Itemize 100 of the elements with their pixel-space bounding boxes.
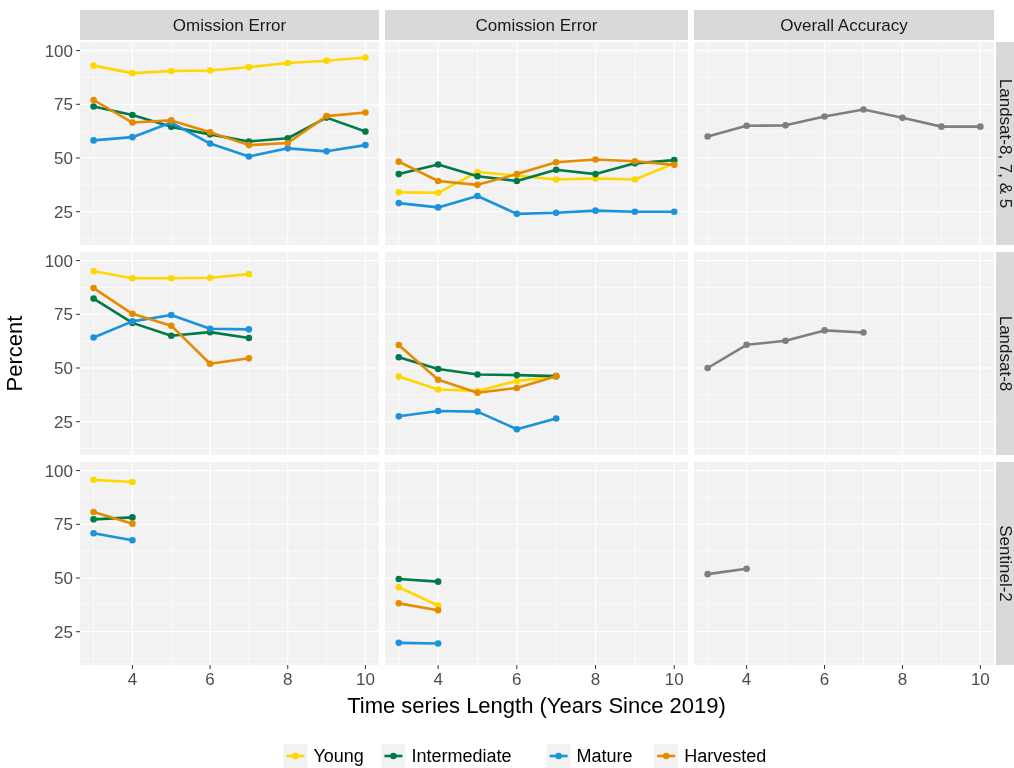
y-tick-label: 50 [54, 358, 73, 378]
point [90, 516, 97, 523]
legend-label: Mature [576, 746, 633, 767]
x-tick-label: 4 [433, 670, 443, 689]
point [821, 327, 828, 334]
point [167, 274, 175, 282]
point [592, 207, 599, 214]
point [395, 158, 403, 165]
legend-label: Young [313, 746, 364, 767]
point [90, 103, 97, 110]
point [513, 371, 521, 379]
point [129, 536, 136, 544]
point [474, 371, 481, 378]
point [206, 140, 214, 147]
point [860, 329, 867, 336]
point [90, 62, 97, 69]
point [395, 199, 403, 207]
y-axis-title: Percent [2, 315, 27, 392]
point [395, 600, 403, 607]
point [395, 373, 403, 380]
point [395, 170, 403, 178]
point [743, 341, 750, 349]
point [552, 209, 560, 217]
point [323, 148, 330, 155]
point [362, 109, 369, 116]
point [474, 408, 481, 415]
y-tick-label: 100 [44, 461, 73, 481]
y-tick-label: 50 [54, 148, 73, 168]
point [245, 141, 253, 149]
point [245, 153, 253, 160]
point [206, 325, 214, 332]
point [592, 156, 599, 163]
y2-axis-title: Landsat-8 [996, 315, 1014, 392]
point [362, 54, 369, 61]
point [129, 133, 136, 141]
x-tick-label: 8 [590, 670, 601, 689]
x-tick-label: 6 [512, 670, 522, 689]
x-tick-label: 10 [355, 670, 375, 689]
point [129, 111, 136, 119]
point [129, 520, 136, 527]
y-tick-label: 100 [44, 41, 73, 61]
point [167, 67, 175, 75]
y-tick-label: 25 [54, 412, 73, 432]
y-tick-label: 100 [44, 251, 73, 271]
y-tick-label: 25 [54, 202, 73, 222]
point [592, 170, 599, 178]
y2-axis-title: Landsat-8, 7, & 5 [996, 78, 1014, 209]
point [245, 326, 253, 333]
point [474, 181, 481, 189]
point [245, 63, 253, 71]
point [552, 415, 560, 422]
point [474, 172, 481, 180]
point [552, 176, 560, 183]
x-tick-label: 8 [897, 670, 908, 689]
point [977, 123, 984, 130]
point [513, 377, 521, 385]
point [434, 606, 442, 614]
point [434, 386, 442, 393]
point [513, 210, 521, 218]
point [167, 332, 175, 340]
point [631, 208, 639, 215]
chart-title: Overall Accuracy [780, 15, 909, 35]
point [362, 141, 369, 149]
point [670, 208, 678, 215]
point [434, 365, 442, 373]
point [206, 67, 214, 74]
point [362, 128, 369, 135]
point [743, 122, 750, 130]
x-axis-title: Time series Length (Years Since 2019) [347, 693, 726, 718]
y-tick-label: 50 [54, 568, 73, 588]
point [206, 274, 214, 282]
point [129, 478, 136, 486]
point [323, 57, 330, 64]
point [284, 145, 292, 152]
point [395, 189, 403, 196]
point [90, 508, 97, 516]
point [90, 530, 97, 537]
point [434, 640, 442, 647]
point [938, 123, 945, 130]
point [167, 322, 175, 329]
point [129, 310, 136, 318]
legend-label: Harvested [684, 746, 767, 767]
point [782, 337, 789, 345]
point [129, 514, 136, 521]
y-tick-label: 75 [54, 305, 73, 325]
point [245, 270, 253, 278]
point [434, 204, 442, 211]
x-tick-label: 8 [283, 670, 293, 689]
point [90, 334, 97, 341]
point [434, 407, 442, 415]
point [434, 376, 442, 384]
y-tick-label: 25 [54, 622, 73, 642]
point [434, 161, 442, 168]
point [821, 113, 828, 120]
point [90, 284, 97, 292]
point [860, 106, 867, 113]
point [552, 166, 560, 174]
point [167, 311, 175, 319]
x-tick-label: 6 [205, 670, 215, 689]
point [284, 59, 292, 67]
